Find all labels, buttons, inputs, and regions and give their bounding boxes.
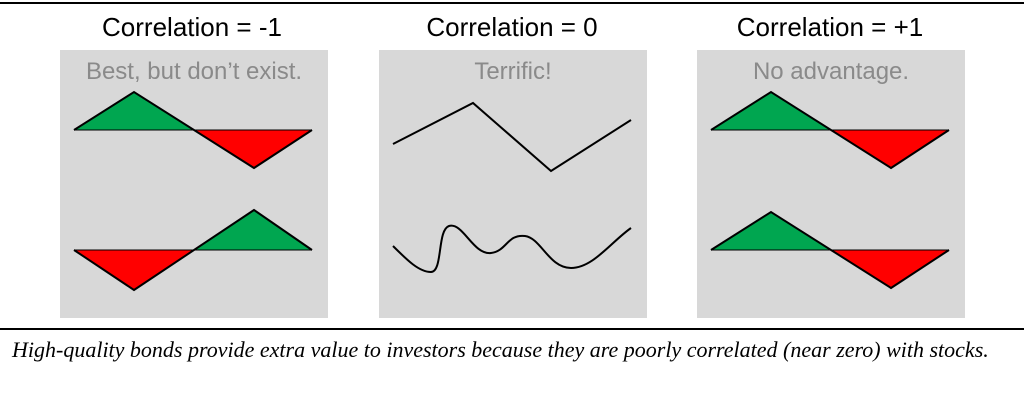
gain-triangle — [711, 92, 831, 130]
positive-correlation-diagram — [710, 90, 950, 290]
top-rule — [0, 2, 1024, 4]
panel-negative-correlation: Best, but don’t exist. — [60, 50, 328, 318]
gain-triangle — [74, 92, 194, 130]
panel-subtitle-zero: Terrific! — [474, 58, 552, 85]
zigzag-line — [392, 101, 632, 173]
loss-triangle — [831, 250, 949, 288]
loss-triangle — [74, 250, 194, 290]
panel-title-negative: Correlation = -1 — [102, 12, 282, 42]
panel-subtitle-positive: No advantage. — [752, 58, 910, 85]
loss-triangle — [194, 130, 312, 168]
figure-caption: High-quality bonds provide extra value t… — [12, 337, 989, 362]
loss-triangle — [831, 130, 949, 168]
panel-zero-correlation: Terrific! — [379, 50, 647, 318]
caption-rule — [0, 328, 1024, 330]
gain-triangle — [194, 210, 312, 250]
panel-subtitle-negative: Best, but don’t exist. — [85, 58, 303, 85]
panel-title-positive: Correlation = +1 — [736, 12, 924, 42]
panel-positive-correlation: No advantage. — [697, 50, 965, 318]
zero-correlation-diagram — [392, 101, 632, 274]
wavy-line — [392, 224, 632, 274]
negative-correlation-diagram — [73, 90, 313, 292]
gain-triangle — [711, 212, 831, 250]
panel-title-zero: Correlation = 0 — [426, 12, 598, 42]
